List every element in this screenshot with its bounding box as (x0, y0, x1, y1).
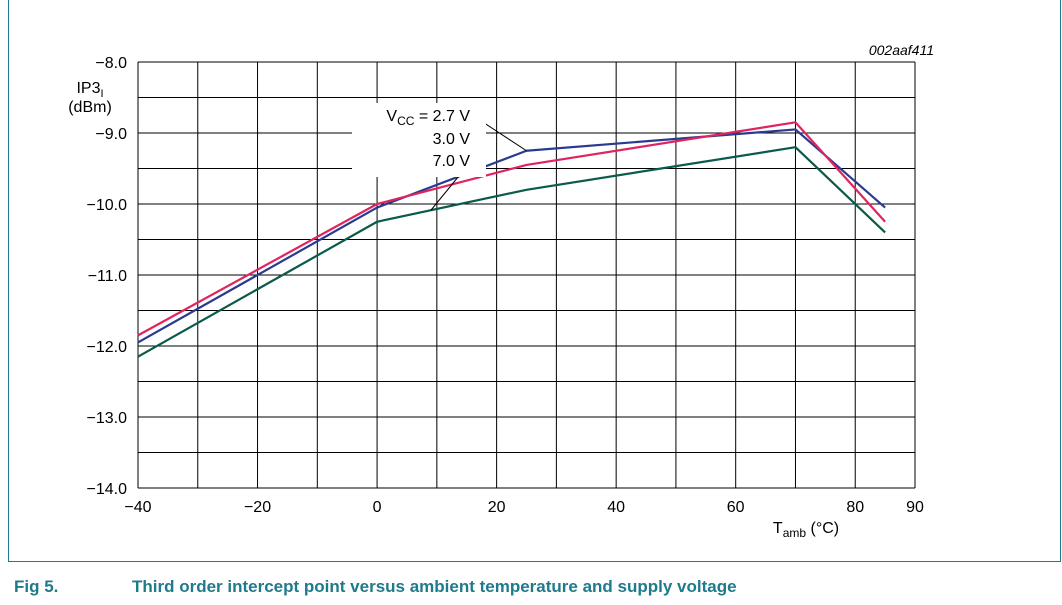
series-line (137, 121, 886, 337)
chart: −40 −20 0 20 40 60 80 90 −8.0 −9.0 −10.0 −11.0 −12.… (68, 42, 934, 540)
x-tick-label: 90 (906, 499, 924, 516)
figure-caption: Fig 5. Third order intercept point versus… (14, 577, 737, 597)
x-tick-label: −20 (244, 499, 271, 516)
y-tick-label: −12.0 (87, 339, 128, 356)
x-tick-label: 40 (607, 499, 625, 516)
legend-label-7v: 7.0 V (433, 153, 471, 170)
y-tick-label: −11.0 (88, 268, 127, 285)
x-tick-label: 20 (488, 499, 506, 516)
y-axis: −8.0 −9.0 −10.0 −11.0 −12.0 −13.0 −14.0 (87, 55, 128, 498)
legend-background (352, 103, 486, 177)
x-tick-label: 0 (373, 499, 382, 516)
x-tick-label: 60 (727, 499, 745, 516)
y-tick-label: −14.0 (87, 481, 128, 498)
x-tick-label: 80 (846, 499, 864, 516)
figure-id-label: 002aaf411 (869, 42, 934, 58)
figure-number: Fig 5. (14, 577, 59, 596)
x-tick-label: −40 (124, 499, 151, 516)
y-tick-label: −10.0 (87, 197, 128, 214)
y-tick-label: −13.0 (87, 410, 128, 427)
series-line (137, 146, 886, 358)
figure-caption-text: Third order intercept point versus ambie… (132, 577, 737, 596)
x-axis: −40 −20 0 20 40 60 80 90 (124, 499, 924, 516)
legend-vcc: VCC = 2.7 V (386, 108, 470, 128)
y-tick-label: −8.0 (95, 55, 127, 72)
figure-frame (8, 0, 1061, 562)
y-axis-unit: (dBm) (68, 99, 112, 116)
legend-label-3v: 3.0 V (433, 131, 471, 148)
x-axis-label: Tamb (°C) (773, 520, 839, 540)
y-tick-label: −9.0 (95, 126, 127, 143)
y-axis-label: IP3I (76, 80, 103, 100)
